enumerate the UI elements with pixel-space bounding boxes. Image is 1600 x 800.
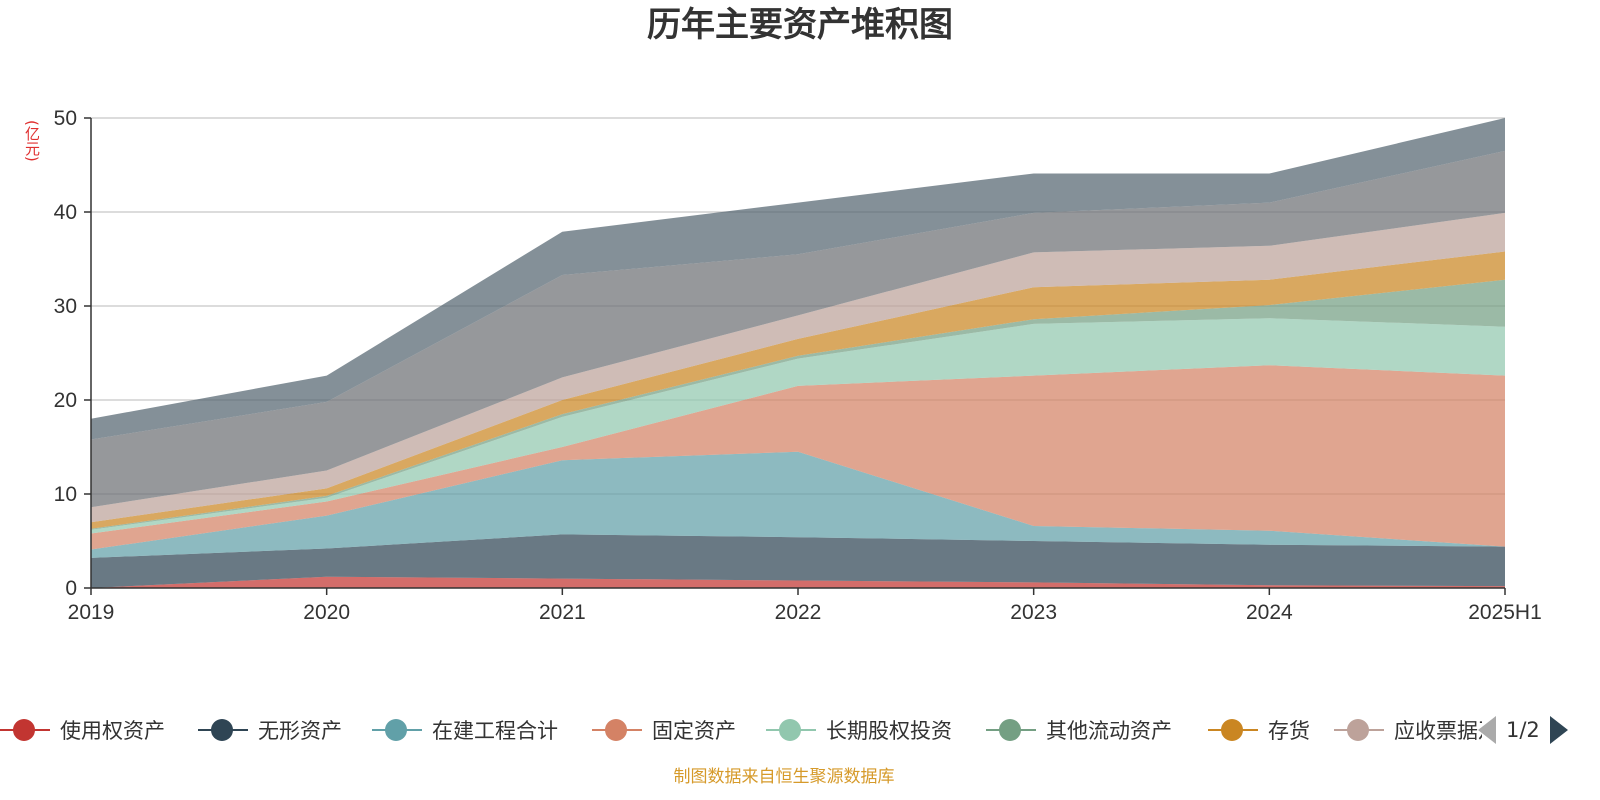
legend-items: 使用权资产 无形资产 在建工程合计 固定资产 长期股权投资 其他流动资产 存货 应收票据及应收… (0, 710, 1482, 750)
axes: 0 10 20 30 40 50 2019 2020 2021 2022 2023 2024 2025H… (54, 107, 1542, 624)
x-tick-label: 2023 (1010, 601, 1057, 624)
y-tick-label: 10 (54, 483, 77, 506)
legend-label: 其他流动资产 (1046, 719, 1172, 743)
y-tick-label: 20 (54, 389, 77, 412)
legend-marker-icon (372, 718, 422, 742)
x-tick-label: 2022 (775, 601, 822, 624)
legend-item[interactable]: 使用权资产 (0, 710, 165, 750)
legend-pager: 1/2 (1478, 715, 1568, 745)
area-3 (91, 365, 1505, 550)
legend-item[interactable]: 存货 (1208, 710, 1310, 750)
area-4 (91, 318, 1505, 534)
legend-label: 固定资产 (652, 719, 736, 743)
legend-item[interactable]: 应收票据及应收账款 (1334, 710, 1482, 750)
data-source-note: 制图数据来自恒生聚源数据库 (673, 767, 895, 787)
legend-page-indicator: 1/2 (1506, 718, 1540, 742)
legend-item[interactable]: 在建工程合计 (372, 710, 558, 750)
area-9 (91, 118, 1505, 440)
x-tick-label: 2025H1 (1468, 601, 1542, 624)
legend-marker-icon (1208, 718, 1258, 742)
y-tick-label: 30 (54, 295, 77, 318)
area-7 (91, 212, 1505, 523)
area-5 (91, 279, 1505, 530)
x-tick-label: 2021 (539, 601, 586, 624)
y-tick-label: 40 (54, 201, 77, 224)
legend-label: 在建工程合计 (432, 719, 558, 743)
area-0 (91, 576, 1505, 588)
legend-label: 长期股权投资 (826, 719, 952, 743)
x-tick-label: 2024 (1246, 601, 1293, 624)
area-6 (91, 251, 1505, 529)
legend-marker-icon (766, 718, 816, 742)
legend-next-page-icon[interactable] (1549, 716, 1568, 744)
legend-label: 存货 (1268, 719, 1310, 743)
legend-marker-icon (986, 718, 1036, 742)
legend-label: 无形资产 (258, 719, 342, 743)
area-series (91, 118, 1505, 588)
legend-marker-icon (198, 718, 248, 742)
y-tick-label: 50 (54, 107, 77, 130)
legend-item[interactable]: 无形资产 (198, 710, 342, 750)
x-tick-label: 2019 (68, 601, 115, 624)
stacked-area-chart: 0 10 20 30 40 50 2019 2020 2021 2022 2023 2024 2025H… (54, 107, 1542, 624)
legend-marker-icon (1334, 718, 1384, 742)
area-2 (91, 451, 1505, 558)
y-axis-unit-label: (亿元) (23, 120, 41, 162)
legend-label: 使用权资产 (60, 719, 165, 743)
area-8 (91, 150, 1505, 508)
legend-item[interactable]: 固定资产 (592, 710, 736, 750)
chart-title: 历年主要资产堆积图 (647, 5, 953, 45)
area-1 (91, 534, 1505, 588)
y-tick-label: 0 (65, 577, 77, 600)
legend-item[interactable]: 其他流动资产 (986, 710, 1172, 750)
legend-prev-page-icon[interactable] (1478, 716, 1496, 744)
x-tick-label: 2020 (303, 601, 350, 624)
legend-item[interactable]: 长期股权投资 (766, 710, 952, 750)
legend-label: 应收票据及应收账款 (1394, 719, 1482, 743)
legend: 使用权资产 无形资产 在建工程合计 固定资产 长期股权投资 其他流动资产 存货 应收票据及应收… (0, 710, 1600, 750)
legend-marker-icon (0, 718, 50, 742)
legend-marker-icon (592, 718, 642, 742)
